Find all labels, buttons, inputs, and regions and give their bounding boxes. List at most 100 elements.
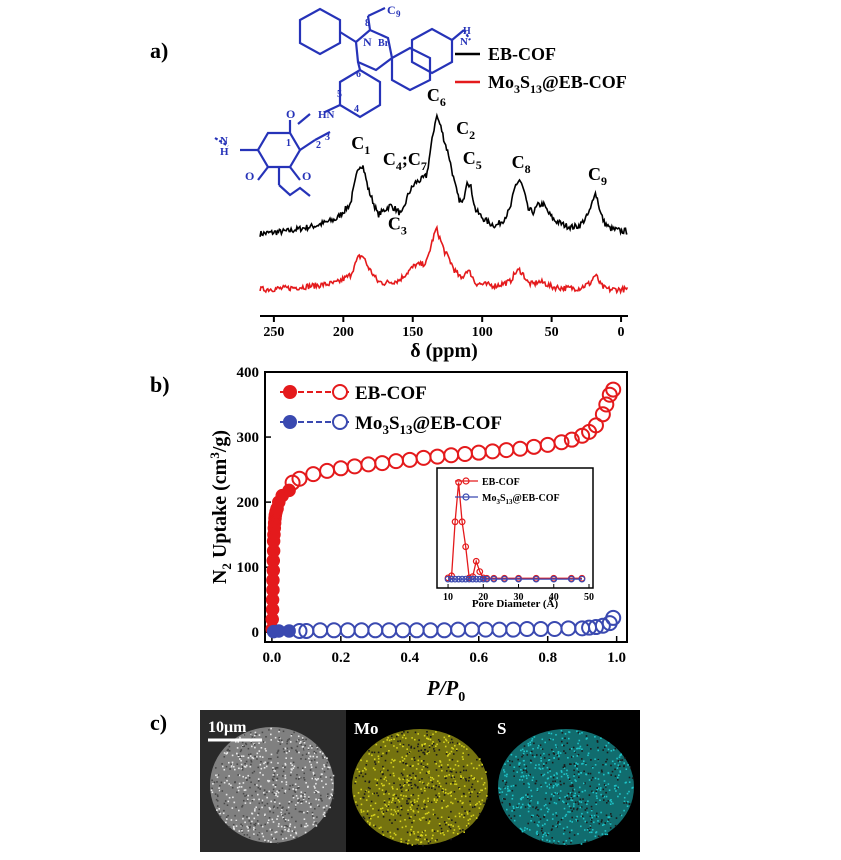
map-pixel xyxy=(403,758,406,760)
map-pixel xyxy=(392,760,395,762)
map-pixel xyxy=(608,789,611,791)
map-pixel xyxy=(546,833,549,836)
map-pixel xyxy=(380,782,383,785)
map-pixel xyxy=(414,777,417,780)
map-pixel xyxy=(378,827,381,829)
map-pixel xyxy=(539,818,542,820)
map-pixel xyxy=(241,804,244,807)
map-pixel xyxy=(418,755,421,758)
map-pixel xyxy=(463,769,465,772)
map-pixel xyxy=(576,807,579,810)
map-pixel xyxy=(240,829,243,831)
map-pixel xyxy=(372,767,375,769)
map-pixel xyxy=(313,759,316,761)
map-pixel xyxy=(423,734,426,737)
map-pixel xyxy=(236,763,239,765)
map-pixel xyxy=(399,820,402,823)
map-pixel xyxy=(590,759,592,761)
map-pixel xyxy=(576,815,578,818)
map-pixel xyxy=(453,776,456,778)
peak-label: C1 xyxy=(351,133,370,157)
inset-x-tick-label: 30 xyxy=(514,592,524,603)
legend-part: @EB-COF xyxy=(413,413,502,434)
desorption-point xyxy=(388,453,405,470)
map-pixel xyxy=(539,768,542,770)
map-pixel xyxy=(422,745,425,748)
desorption-point xyxy=(374,455,391,472)
map-pixel xyxy=(295,820,297,823)
map-pixel xyxy=(607,819,610,821)
map-pixel xyxy=(562,833,565,835)
y-axis-label-n: N xyxy=(209,569,231,584)
x-ticks-a: 250 200 150 100 50 0 xyxy=(263,316,625,340)
map-pixel xyxy=(238,767,240,770)
map-pixel xyxy=(406,748,408,750)
map-pixel xyxy=(584,839,586,842)
map-pixel xyxy=(275,838,277,841)
map-pixel xyxy=(249,755,252,757)
map-pixel xyxy=(578,791,580,793)
map-pixel xyxy=(314,774,316,776)
map-pixel xyxy=(421,781,424,784)
map-pixel xyxy=(553,774,555,776)
map-pixel xyxy=(330,778,333,781)
map-pixel xyxy=(552,825,554,827)
map-pixel xyxy=(291,764,293,766)
map-pixel xyxy=(222,765,224,768)
map-pixel xyxy=(400,838,403,840)
map-pixel xyxy=(264,813,266,816)
structure-atom-label: 1 xyxy=(286,138,291,149)
map-pixel xyxy=(604,746,606,748)
map-pixel xyxy=(215,798,218,801)
aniline-ring xyxy=(410,27,454,75)
map-pixel xyxy=(520,749,522,752)
map-pixel xyxy=(479,758,481,760)
map-pixel xyxy=(612,802,614,805)
map-pixel xyxy=(304,792,306,794)
map-pixel xyxy=(610,764,612,767)
map-pixel xyxy=(402,778,404,781)
map-pixel xyxy=(571,756,573,758)
map-pixel xyxy=(616,787,618,789)
map-pixel xyxy=(323,770,326,773)
map-pixel xyxy=(531,795,533,797)
map-pixel xyxy=(511,798,514,800)
map-pixel xyxy=(292,761,295,764)
map-pixel xyxy=(428,822,430,824)
map-pixel xyxy=(473,778,476,780)
map-pixel xyxy=(527,744,530,747)
map-pixel xyxy=(388,782,391,785)
map-pixel xyxy=(277,740,280,742)
map-pixel xyxy=(519,827,522,830)
map-pixel xyxy=(617,776,619,779)
map-pixel xyxy=(362,810,365,813)
map-pixel xyxy=(376,779,379,781)
map-pixel xyxy=(380,755,383,757)
map-pixel xyxy=(468,776,471,779)
map-pixel xyxy=(511,810,513,812)
map-pixel xyxy=(277,749,280,752)
inset-line xyxy=(447,482,582,579)
map-pixel xyxy=(470,815,473,817)
map-pixel xyxy=(241,741,244,744)
map-pixel xyxy=(293,731,295,734)
map-pixel xyxy=(614,787,616,790)
map-pixel xyxy=(256,755,258,758)
map-pixel xyxy=(577,771,580,773)
map-pixel xyxy=(296,745,299,748)
map-pixel xyxy=(402,759,404,762)
map-particle-body xyxy=(352,729,488,845)
map-pixel xyxy=(513,766,516,768)
map-pixel xyxy=(476,802,478,805)
map-pixel xyxy=(300,758,302,760)
map-pixel xyxy=(467,754,470,756)
map-pixel xyxy=(300,795,302,797)
map-pixel xyxy=(579,747,581,750)
map-pixel xyxy=(616,757,618,760)
desorption-point xyxy=(477,621,494,638)
map-pixel xyxy=(567,803,569,805)
inset-point xyxy=(451,518,459,526)
structure-sub-9: 9 xyxy=(396,9,401,19)
map-pixel xyxy=(223,768,226,771)
map-pixel xyxy=(397,740,399,743)
